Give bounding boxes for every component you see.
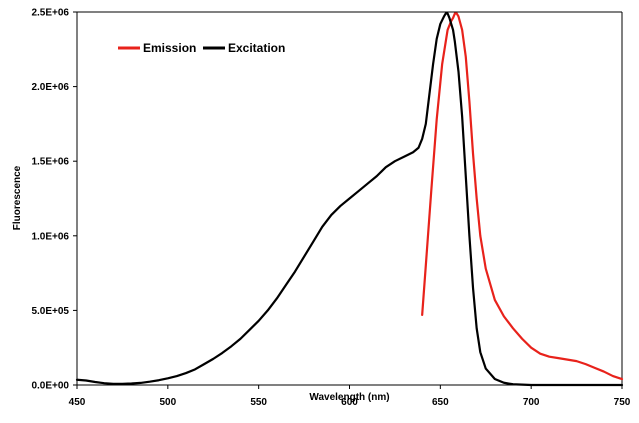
x-tick-label: 650 (432, 397, 449, 408)
x-tick-label: 750 (614, 397, 631, 408)
legend: Emission Excitation (118, 41, 285, 55)
y-tick-label: 1.5E+06 (31, 157, 69, 168)
y-axis-label: Fluorescence (12, 165, 23, 230)
x-tick-label: 600 (341, 397, 358, 408)
series-lines (75, 12, 624, 387)
y-tick-label: 2.5E+06 (31, 8, 69, 19)
x-tick-label: 450 (69, 397, 86, 408)
x-tick-label: 500 (159, 397, 176, 408)
x-axis-label: Wavelength (nm) (309, 392, 389, 403)
y-tick-label: 0.0E+00 (31, 381, 69, 392)
legend-label-emission: Emission (143, 41, 196, 55)
x-tick-label: 550 (250, 397, 267, 408)
legend-label-excitation: Excitation (228, 41, 285, 55)
series-line-excitation (75, 12, 624, 387)
tick-labels: 450 500 550 600 650 700 750 0.0E+00 5.0E+05 1.0E+… (31, 8, 630, 409)
y-tick-label: 2.0E+06 (31, 82, 69, 93)
y-tick-label: 5.0E+05 (31, 306, 69, 317)
series-line-emission (421, 12, 624, 381)
x-tick-label: 700 (523, 397, 540, 408)
y-tick-label: 1.0E+06 (31, 231, 69, 242)
